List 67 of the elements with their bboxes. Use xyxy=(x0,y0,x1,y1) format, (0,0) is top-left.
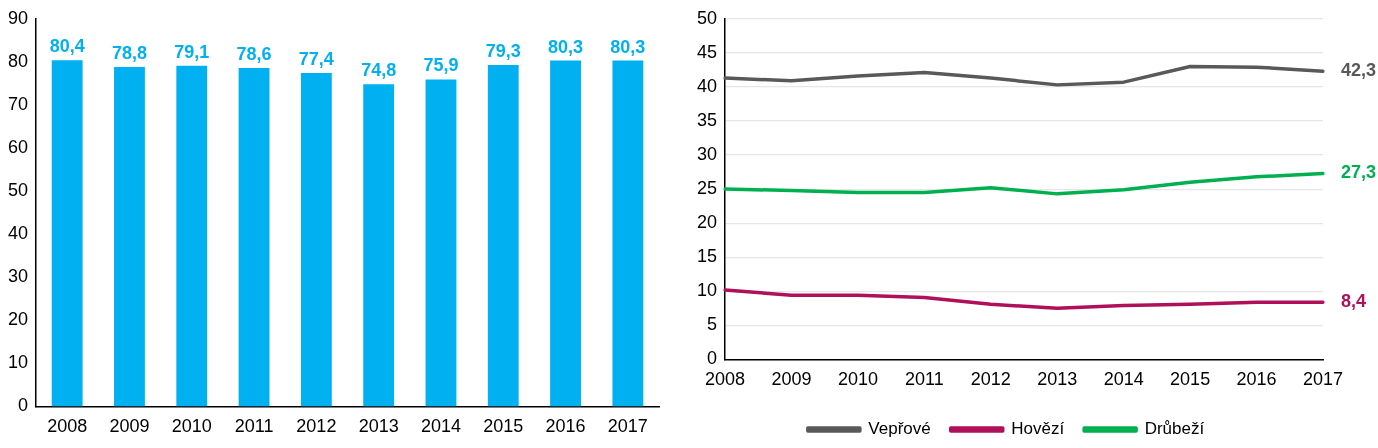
data-label: 77,4 xyxy=(298,49,334,70)
bar xyxy=(114,67,145,407)
data-label: 80,3 xyxy=(548,36,584,57)
y-tick-label: 20 xyxy=(696,212,718,233)
x-tick-label: 2008 xyxy=(705,369,746,390)
x-tick-label: 2008 xyxy=(47,416,88,437)
x-tick-label: 2012 xyxy=(970,369,1011,390)
legend-label: Drůbeží xyxy=(1144,419,1205,439)
y-tick-label: 15 xyxy=(696,246,718,267)
x-tick-label: 2016 xyxy=(545,416,586,437)
y-tick-label: 40 xyxy=(7,223,29,244)
bar xyxy=(550,60,581,407)
y-tick-label: 20 xyxy=(7,309,29,330)
data-label: 80,3 xyxy=(610,36,646,57)
y-tick-label: 30 xyxy=(696,144,718,165)
y-tick-label: 40 xyxy=(696,75,718,96)
data-label: 8,4 xyxy=(1341,291,1367,312)
x-tick-label: 2014 xyxy=(1103,369,1144,390)
data-label: 78,6 xyxy=(236,43,272,64)
x-tick-label: 2010 xyxy=(171,416,212,437)
y-tick-label: 90 xyxy=(7,7,29,28)
bar xyxy=(51,60,83,407)
x-tick-label: 2015 xyxy=(483,416,524,437)
bar xyxy=(612,60,644,407)
x-tick-label: 2013 xyxy=(1037,369,1078,390)
x-tick-label: 2017 xyxy=(607,416,648,437)
bar xyxy=(487,64,519,407)
data-label: 75,9 xyxy=(423,55,459,76)
y-tick-label: 10 xyxy=(696,280,718,301)
bar xyxy=(425,79,457,407)
y-tick-label: 70 xyxy=(7,93,29,114)
y-tick-label: 25 xyxy=(696,178,718,199)
y-tick-label: 0 xyxy=(707,348,718,369)
bar xyxy=(300,73,332,407)
data-label: 78,8 xyxy=(111,43,147,63)
y-tick-label: 35 xyxy=(696,109,718,130)
y-tick-label: 50 xyxy=(696,7,718,28)
x-tick-label: 2016 xyxy=(1236,369,1277,390)
x-tick-label: 2012 xyxy=(296,416,337,437)
x-tick-label: 2015 xyxy=(1170,369,1211,390)
bar xyxy=(363,84,395,407)
data-label: 80,4 xyxy=(49,36,85,57)
y-tick-label: 45 xyxy=(696,41,718,62)
y-tick-label: 0 xyxy=(18,395,29,416)
x-tick-label: 2010 xyxy=(837,369,878,390)
y-tick-label: 5 xyxy=(707,314,718,335)
data-label: 74,8 xyxy=(361,60,397,81)
bar xyxy=(238,67,270,407)
legend-label: Vepřové xyxy=(868,419,931,439)
data-label: 79,3 xyxy=(485,40,521,61)
data-label: 79,1 xyxy=(174,41,210,62)
legend-label: Hovězí xyxy=(1011,419,1065,439)
y-tick-label: 50 xyxy=(7,180,29,201)
x-tick-label: 2014 xyxy=(420,416,461,437)
x-tick-label: 2011 xyxy=(234,416,274,437)
data-label: 42,3 xyxy=(1341,60,1377,81)
x-tick-label: 2009 xyxy=(771,369,812,390)
y-tick-label: 80 xyxy=(7,50,29,71)
x-tick-label: 2009 xyxy=(109,416,150,437)
x-tick-label: 2011 xyxy=(904,369,944,390)
y-tick-label: 60 xyxy=(7,136,29,157)
bar xyxy=(176,65,208,407)
y-tick-label: 10 xyxy=(7,352,29,373)
x-tick-label: 2013 xyxy=(358,416,399,437)
y-tick-label: 30 xyxy=(7,266,29,287)
data-label: 27,3 xyxy=(1341,162,1377,183)
x-tick-label: 2017 xyxy=(1302,369,1344,390)
